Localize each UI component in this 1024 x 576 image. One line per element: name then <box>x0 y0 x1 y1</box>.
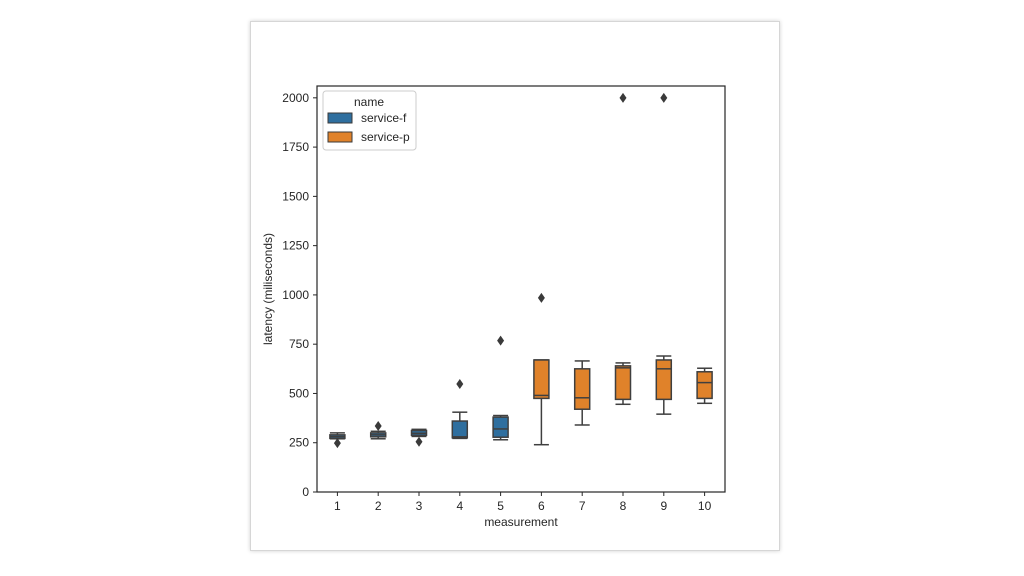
x-tick-label: 2 <box>375 499 382 513</box>
legend-swatch-service-p <box>327 131 353 143</box>
outlier-point <box>374 420 382 431</box>
y-axis-label: latency (miliseconds) <box>261 233 275 345</box>
legend-label-service-f: service-f <box>361 111 407 125</box>
box-6 <box>533 292 550 446</box>
outlier-point <box>497 335 505 346</box>
plot-area <box>316 85 726 493</box>
outlier-point <box>660 92 668 103</box>
y-tick-label: 1250 <box>282 239 309 253</box>
x-tick-label: 4 <box>456 499 463 513</box>
box-7 <box>573 360 591 426</box>
box-5 <box>492 335 509 441</box>
y-tick-label: 750 <box>289 337 309 351</box>
outlier-point <box>619 92 627 103</box>
figure-panel: 0 250 500 750 1000 1250 1500 1750 2000 1 2 3 4 5 6 7 8 9… <box>250 21 780 551</box>
box-body <box>451 420 469 439</box>
x-tick-label: 3 <box>416 499 423 513</box>
box-3 <box>410 428 428 447</box>
y-tick-label: 0 <box>302 485 309 499</box>
box-body <box>533 359 550 400</box>
x-tick-label: 9 <box>660 499 667 513</box>
outlier-point <box>456 378 464 389</box>
box-10 <box>696 367 713 405</box>
y-tick-label: 1000 <box>282 288 309 302</box>
legend-swatch-service-f <box>327 112 353 124</box>
box-2 <box>369 420 387 440</box>
box-1 <box>329 432 346 449</box>
box-8 <box>614 92 632 406</box>
y-tick-label: 1500 <box>282 189 309 203</box>
outlier-point <box>333 438 341 449</box>
x-tick-label: 8 <box>620 499 627 513</box>
x-tick-label: 1 <box>334 499 341 513</box>
box-body <box>655 359 673 401</box>
y-tick-label: 1750 <box>282 140 309 154</box>
legend-title: name <box>354 95 384 109</box>
y-tick-label: 250 <box>289 436 309 450</box>
legend: name service-f service-p <box>322 90 417 151</box>
x-axis-label: measurement <box>484 515 558 529</box>
y-axis: 0 250 500 750 1000 1250 1500 1750 2000 <box>282 91 317 499</box>
x-tick-label: 5 <box>497 499 504 513</box>
outlier-point <box>415 436 423 447</box>
x-tick-label: 7 <box>579 499 586 513</box>
y-tick-label: 2000 <box>282 91 309 105</box>
box-body <box>614 365 632 401</box>
box-series <box>329 92 713 449</box>
box-9 <box>655 92 673 415</box>
outlier-point <box>537 292 545 303</box>
box-body <box>573 368 591 410</box>
x-tick-label: 6 <box>538 499 545 513</box>
box-body <box>492 416 509 438</box>
box-4 <box>451 378 469 440</box>
box-body <box>696 371 713 400</box>
box-plot-chart: 0 250 500 750 1000 1250 1500 1750 2000 1 2 3 4 5 6 7 8 9… <box>261 85 726 529</box>
legend-label-service-p: service-p <box>361 130 410 144</box>
x-tick-label: 10 <box>698 499 712 513</box>
y-tick-label: 500 <box>289 386 309 400</box>
x-axis: 1 2 3 4 5 6 7 8 9 10 <box>334 492 712 513</box>
